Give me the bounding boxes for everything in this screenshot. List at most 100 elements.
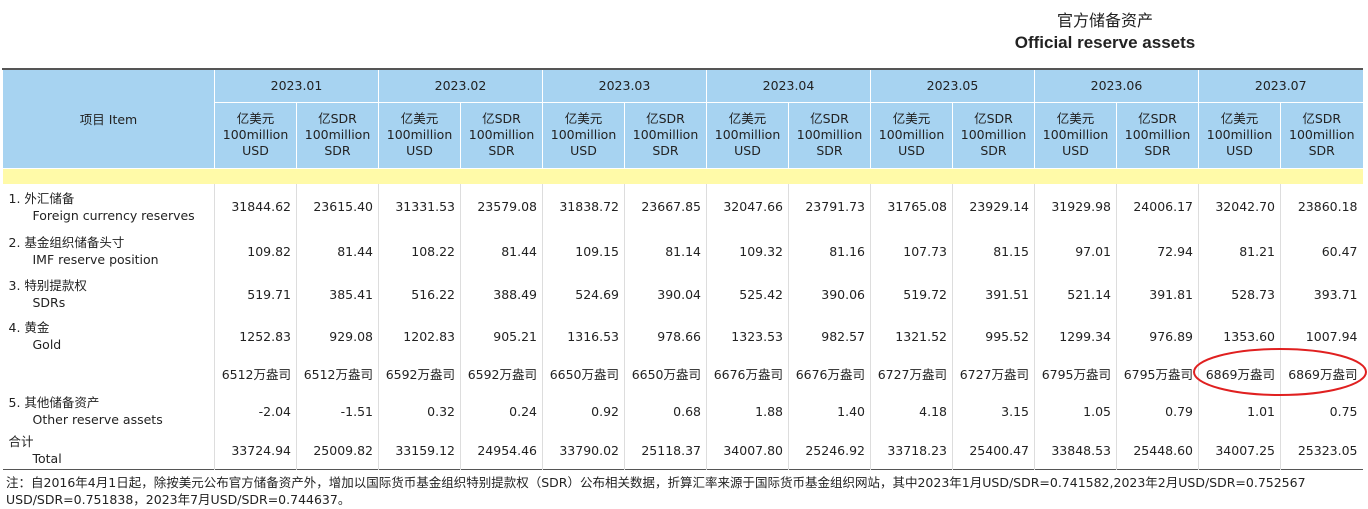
value-cell: 33724.94 [214,431,297,470]
value-cell: 6869万盎司 [1198,356,1281,391]
value-cell: 23860.18 [1280,183,1363,230]
unit-text: 100million [960,127,1027,142]
unit-header: 亿SDR 100million SDR [952,102,1035,169]
value-cell: 6676万盎司 [706,356,789,391]
label-zh: 3. 特别提款权 [8,278,87,293]
unit-text: SDR [980,143,1007,158]
unit-header: 亿美元 100million USD [706,102,789,169]
label-zh: 1. 外汇储备 [8,190,75,206]
value-cell: 1.88 [706,390,789,432]
unit-text: USD [570,143,597,158]
value-cell: 24954.46 [460,431,543,470]
unit-text: 100million [222,127,289,142]
unit-text: SDR [652,143,679,158]
unit-header: 亿SDR 100million SDR [1280,102,1363,169]
value-cell: 516.22 [378,272,461,316]
value-cell: 391.51 [952,272,1035,316]
value-cell: 1353.60 [1198,315,1281,357]
value-cell: 388.49 [460,272,543,316]
value-cell: 60.47 [1280,229,1363,273]
value-cell: 31929.98 [1034,183,1117,230]
value-cell: 23667.85 [624,183,707,230]
value-cell: 25246.92 [788,431,871,470]
unit-text: 100million [796,127,863,142]
value-cell: 33790.02 [542,431,625,470]
value-cell: 6676万盎司 [788,356,871,391]
value-cell: 6650万盎司 [542,356,625,391]
value-cell: 33718.23 [870,431,953,470]
value-cell: 521.14 [1034,272,1117,316]
value-cell: 33848.53 [1034,431,1117,470]
row-label: 1. 外汇储备 Foreign currency reserves [3,184,215,230]
value-cell: 3.15 [952,390,1035,432]
value-cell: 0.75 [1280,390,1363,432]
value-cell: 1.05 [1034,390,1117,432]
value-cell: 32042.70 [1198,183,1281,230]
unit-header: 亿SDR 100million SDR [788,102,871,169]
unit-text: 亿SDR [810,111,849,126]
unit-header: 亿美元 100million USD [378,102,461,169]
value-cell: 81.21 [1198,229,1281,273]
value-cell: 929.08 [296,315,379,357]
row-label: 4. 黄金 Gold [3,316,215,357]
value-cell: 519.72 [870,272,953,316]
data-row: 6512万盎司 6512万盎司 6592万盎司 6592万盎司 6650万盎司 6650万… [3,356,1363,391]
value-cell: 6727万盎司 [952,356,1035,391]
month-header: 2023.07 [1198,69,1363,103]
data-row: 合计 Total 33724.94 25009.82 33159.12 24954.46 3… [3,431,1363,470]
unit-text: 100million [1042,127,1109,142]
value-cell: 6795万盎司 [1116,356,1199,391]
unit-text: 100million [550,127,617,142]
value-cell: 1252.83 [214,315,297,357]
value-cell: 393.71 [1280,272,1363,316]
value-cell: 0.92 [542,390,625,432]
data-row: 1. 外汇储备 Foreign currency reserves 31844.62… [3,183,1363,230]
unit-text: 100million [1124,127,1191,142]
value-cell: 25118.37 [624,431,707,470]
value-cell: 1323.53 [706,315,789,357]
unit-text: USD [242,143,269,158]
value-cell: 6512万盎司 [214,356,297,391]
label-en: Total [32,451,62,467]
unit-header: 亿SDR 100million SDR [1116,102,1199,169]
value-cell: 23615.40 [296,183,379,230]
label-zh: 4. 黄金 [8,320,50,335]
value-cell: 23579.08 [460,183,543,230]
value-cell: 1.40 [788,390,871,432]
row-label: 3. 特别提款权 SDRs [3,273,215,316]
value-cell: 107.73 [870,229,953,273]
unit-header: 亿SDR 100million SDR [624,102,707,169]
label-en: SDRs [32,295,66,310]
value-cell: 390.06 [788,272,871,316]
data-row: 2. 基金组织储备头寸 IMF reserve position 109.82 81.… [3,229,1363,273]
spacer-row [2,168,1363,184]
value-cell: 385.41 [296,272,379,316]
unit-text: 亿SDR [1138,111,1177,126]
unit-text: 亿SDR [482,111,521,126]
value-cell: 524.69 [542,272,625,316]
value-cell: 4.18 [870,390,953,432]
value-cell: 25323.05 [1280,431,1363,470]
data-row: 5. 其他储备资产 Other reserve assets -2.04 -1.51 0… [3,390,1363,432]
value-cell: -1.51 [296,390,379,432]
unit-header: 亿美元 100million USD [870,102,953,169]
value-cell: -2.04 [214,390,297,432]
value-cell: 72.94 [1116,229,1199,273]
unit-header: 亿美元 100million USD [1198,102,1281,169]
label-zh: 合计 [8,434,34,450]
unit-header: 亿美元 100million USD [1034,102,1117,169]
value-cell: 1202.83 [378,315,461,357]
value-cell: 1007.94 [1280,315,1363,357]
unit-text: 100million [714,127,781,142]
value-cell: 109.32 [706,229,789,273]
unit-text: SDR [488,143,515,158]
value-cell: 528.73 [1198,272,1281,316]
value-cell: 97.01 [1034,229,1117,273]
row-label: 5. 其他储备资产 Other reserve assets [3,391,215,432]
value-cell: 31765.08 [870,183,953,230]
label-en: IMF reserve position [32,252,159,267]
unit-text: 亿美元 [1220,111,1259,126]
label-zh: 2. 基金组织储备头寸 [8,235,125,250]
value-cell: 33159.12 [378,431,461,470]
value-cell: 81.15 [952,229,1035,273]
